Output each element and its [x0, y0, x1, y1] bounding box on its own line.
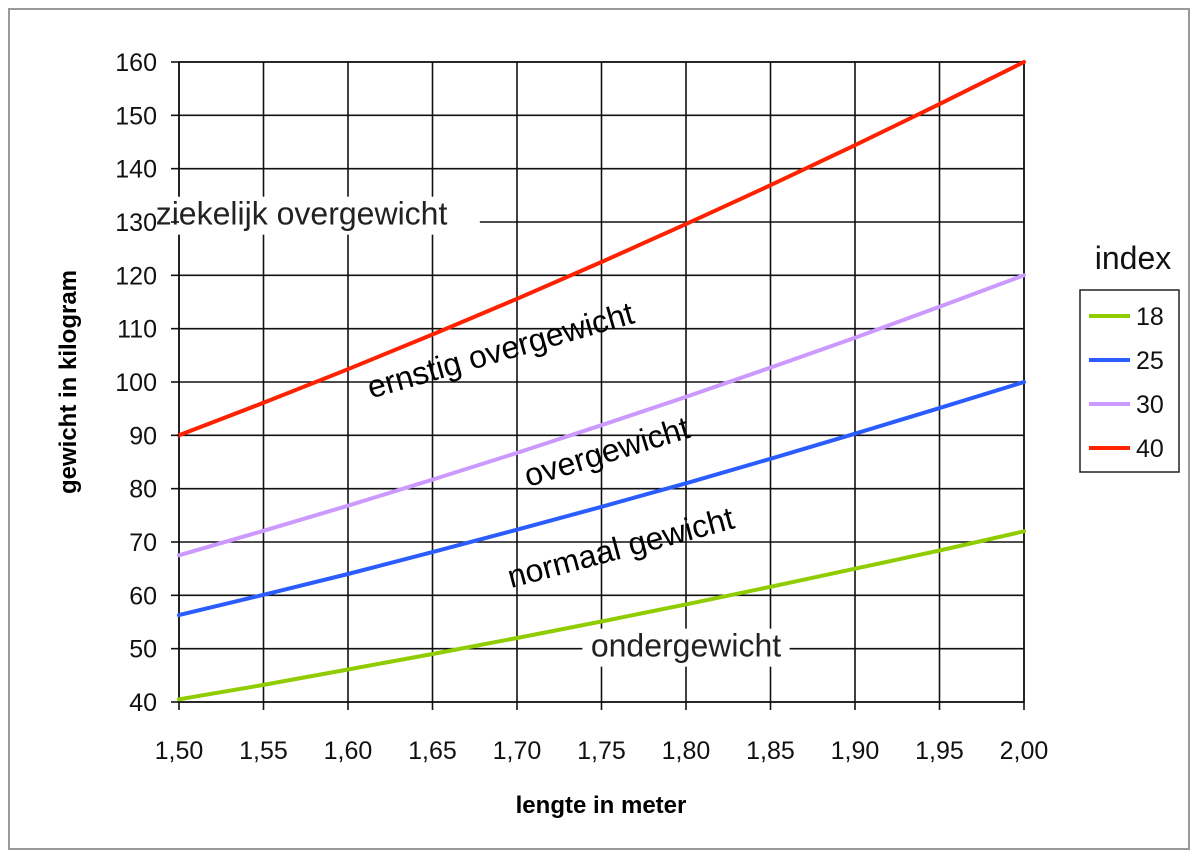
legend-label-25: 25: [1136, 347, 1164, 375]
y-axis-ticks: 40 50 60 70 80 90 100 110 120 130 140 150 160: [115, 49, 179, 717]
x-tick-label: 1,75: [577, 737, 626, 765]
series-line-30: [177, 273, 1026, 558]
annotation-background: [123, 196, 480, 235]
y-tick-label: 120: [115, 262, 157, 290]
series-line-18: [177, 529, 1026, 702]
y-tick-label: 130: [115, 209, 157, 237]
series-line-25: [177, 380, 1026, 618]
zone-annotation: ondergewicht: [591, 628, 781, 664]
y-tick-label: 110: [117, 316, 157, 344]
x-tick-label: 1,60: [324, 737, 373, 765]
legend-box: [1079, 289, 1180, 473]
legend-label-40: 40: [1136, 435, 1164, 463]
legend: index 18 25 30 40: [1079, 240, 1180, 473]
y-axis-title: gewicht in kilogram: [55, 270, 82, 494]
legend-label-30: 30: [1136, 391, 1164, 419]
x-tick-label: 2,00: [1000, 737, 1049, 765]
y-tick-label: 140: [115, 156, 157, 184]
x-tick-label: 1,50: [155, 737, 204, 765]
x-tick-label: 1,70: [493, 737, 542, 765]
zone-annotation: ziekelijk overgewicht: [156, 196, 448, 232]
series-lines: [177, 60, 1026, 702]
x-axis-title: lengte in meter: [516, 792, 687, 819]
y-tick-label: 90: [129, 422, 157, 450]
y-tick-label: 60: [129, 582, 157, 610]
y-tick-label: 160: [115, 49, 157, 77]
x-tick-label: 1,95: [915, 737, 964, 765]
y-tick-label: 40: [129, 689, 157, 717]
y-tick-label: 70: [129, 529, 157, 557]
y-tick-label: 150: [115, 102, 157, 130]
x-tick-label: 1,90: [831, 737, 880, 765]
x-tick-label: 1,65: [408, 737, 457, 765]
x-axis-ticks: 1,50 1,55 1,60 1,65 1,70 1,75 1,80 1,85 1,90 1,95…: [155, 702, 1049, 765]
y-tick-label: 80: [129, 476, 157, 504]
y-tick-label: 50: [129, 636, 157, 664]
x-tick-label: 1,80: [662, 737, 711, 765]
series-line-40: [177, 60, 1026, 438]
legend-label-18: 18: [1136, 303, 1164, 331]
y-tick-label: 100: [115, 369, 157, 397]
legend-title: index: [1095, 240, 1172, 276]
x-tick-label: 1,85: [746, 737, 795, 765]
legend-items: 18 25 30 40: [1089, 303, 1164, 463]
x-tick-label: 1,55: [239, 737, 288, 765]
annotation-background: [582, 628, 790, 667]
